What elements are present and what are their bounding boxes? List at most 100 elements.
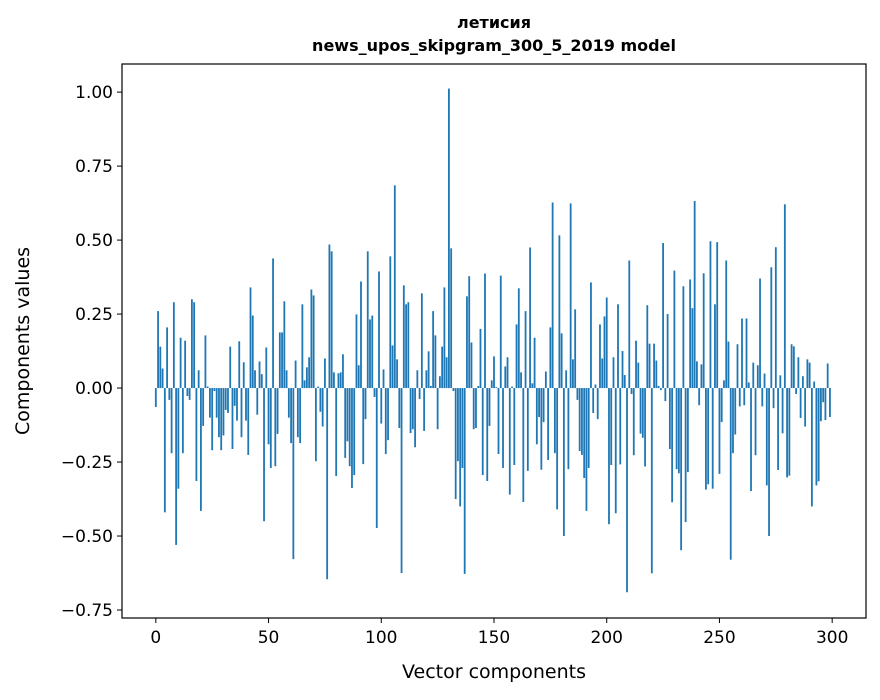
bar-49 <box>265 347 268 389</box>
bar-205 <box>617 304 619 389</box>
bar-92 <box>362 388 365 465</box>
bar-53 <box>274 388 277 467</box>
bar-193 <box>590 282 592 389</box>
bar-230 <box>673 270 676 389</box>
bar-224 <box>659 388 662 391</box>
bar-178 <box>556 388 559 510</box>
bar-17 <box>193 302 196 389</box>
bar-235 <box>684 388 687 523</box>
bar-89 <box>355 314 358 389</box>
bar-147 <box>486 388 489 481</box>
bar-65 <box>301 304 304 389</box>
bar-96 <box>371 315 374 389</box>
bar-277 <box>779 375 782 389</box>
y-tick-label: −0.75 <box>61 601 113 621</box>
bar-187 <box>576 388 579 400</box>
bar-185 <box>572 359 574 389</box>
bar-243 <box>702 273 705 389</box>
bar-136 <box>461 388 464 468</box>
bar-220 <box>650 388 653 574</box>
bar-119 <box>423 388 426 431</box>
bar-34 <box>231 388 234 450</box>
bar-281 <box>788 388 791 476</box>
bar-259 <box>738 388 741 407</box>
bar-0 <box>154 388 157 407</box>
bar-130 <box>448 88 450 389</box>
bar-101 <box>382 369 385 389</box>
bar-292 <box>813 381 816 389</box>
bar-135 <box>459 388 462 507</box>
bar-172 <box>542 388 545 423</box>
bar-22 <box>204 335 207 389</box>
bar-233 <box>680 388 683 551</box>
bar-278 <box>781 388 784 434</box>
bar-153 <box>499 275 502 389</box>
bar-124 <box>434 335 437 389</box>
y-tick-label: −0.25 <box>61 453 113 473</box>
bar-209 <box>626 388 628 593</box>
bar-45 <box>256 388 259 415</box>
bar-275 <box>774 247 777 389</box>
bar-114 <box>411 388 414 430</box>
bar-52 <box>272 258 274 389</box>
bar-76 <box>326 388 329 580</box>
bar-144 <box>479 328 482 389</box>
bar-273 <box>770 267 773 389</box>
bar-240 <box>696 361 698 389</box>
bar-157 <box>508 388 511 495</box>
bar-158 <box>511 386 513 389</box>
bar-93 <box>364 388 367 420</box>
bar-164 <box>524 311 527 389</box>
bar-33 <box>229 346 232 389</box>
bar-14 <box>186 388 189 397</box>
bar-216 <box>641 388 644 438</box>
bar-37 <box>238 341 241 389</box>
bar-171 <box>540 388 543 470</box>
bar-212 <box>632 388 635 456</box>
bar-43 <box>251 315 254 389</box>
bar-295 <box>820 388 822 422</box>
bar-255 <box>729 388 732 560</box>
bar-81 <box>337 373 340 389</box>
bar-200 <box>605 297 608 389</box>
bar-237 <box>689 279 692 389</box>
bar-47 <box>260 374 263 389</box>
bar-48 <box>263 388 265 522</box>
bar-166 <box>529 247 531 389</box>
bar-11 <box>179 337 182 389</box>
bar-54 <box>276 388 279 434</box>
bar-175 <box>549 327 552 389</box>
x-axis-label: Vector components <box>402 661 586 683</box>
bar-149 <box>490 380 493 389</box>
bar-35 <box>233 388 236 406</box>
bar-247 <box>711 388 714 489</box>
bar-195 <box>594 384 597 389</box>
bar-107 <box>396 359 398 389</box>
bar-140 <box>470 342 473 389</box>
bar-160 <box>515 324 518 389</box>
bar-296 <box>822 388 825 403</box>
bar-227 <box>666 314 669 389</box>
bar-182 <box>565 370 568 389</box>
bar-267 <box>756 365 759 389</box>
bar-138 <box>466 296 468 389</box>
bar-169 <box>535 388 538 445</box>
bar-298 <box>826 363 829 389</box>
bar-232 <box>677 388 680 474</box>
bar-83 <box>342 354 344 389</box>
bar-242 <box>700 364 703 389</box>
bar-269 <box>761 388 764 407</box>
bar-214 <box>637 362 640 389</box>
bar-126 <box>438 376 441 389</box>
bar-258 <box>736 344 739 389</box>
y-axis: −0.75 −0.50 −0.25 0.00 0.25 0.50 0.75 1.00 <box>61 83 122 621</box>
bar-264 <box>750 388 752 492</box>
bar-199 <box>603 316 606 389</box>
bar-50 <box>267 388 270 445</box>
bar-297 <box>824 388 827 421</box>
bar-57 <box>283 301 286 389</box>
bar-73 <box>319 388 322 412</box>
bar-91 <box>360 281 362 389</box>
bar-287 <box>801 376 804 389</box>
bar-102 <box>384 388 387 455</box>
